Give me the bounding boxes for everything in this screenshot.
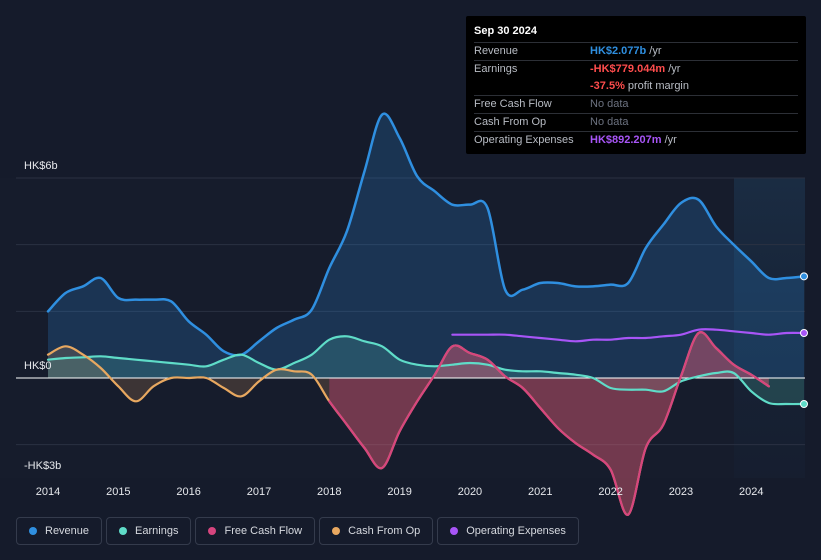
area-cash-from-op <box>48 332 769 515</box>
area-revenue <box>48 113 804 378</box>
chart-legend: Revenue Earnings Free Cash Flow Cash Fro… <box>16 517 579 545</box>
tooltip-value: -37.5% <box>590 80 625 92</box>
x-tick-label: 2015 <box>106 486 130 498</box>
tooltip-row-earnings: Earnings -HK$779.044m/yr <box>474 60 798 78</box>
legend-label: Revenue <box>45 525 90 537</box>
endpoint-revenue <box>800 272 808 281</box>
tooltip-unit: /yr <box>649 45 662 57</box>
y-axis-zero-label: HK$0 <box>24 360 52 372</box>
legend-label: Free Cash Flow <box>224 525 303 537</box>
x-tick-label: 2014 <box>36 486 60 498</box>
series-endpoints <box>800 272 808 408</box>
past-data-shade <box>0 178 734 478</box>
tooltip-label: Cash From Op <box>474 116 547 128</box>
x-tick-label: 2019 <box>387 486 411 498</box>
area-earnings <box>48 336 804 405</box>
x-tick-label: 2021 <box>528 486 552 498</box>
data-tooltip: Sep 30 2024 Revenue HK$2.077b/yr Earning… <box>466 16 806 154</box>
legend-item-cash-from-op[interactable]: Cash From Op <box>319 517 434 545</box>
x-tick-label: 2018 <box>317 486 341 498</box>
tooltip-row-cash-from-op: Cash From Op No data <box>474 113 798 131</box>
tooltip-label: Operating Expenses <box>474 134 574 146</box>
tooltip-value: -HK$779.044m <box>590 63 666 75</box>
tooltip-unit: /yr <box>664 134 677 146</box>
tooltip-date: Sep 30 2024 <box>474 25 537 37</box>
x-axis-ticks: 2014 2015 2016 2017 2018 2019 2020 2021 2022 2023… <box>36 486 764 498</box>
endpoint-operating-expenses <box>800 329 808 337</box>
tooltip-row-margin: -37.5% profit margin <box>474 78 798 95</box>
legend-dot-icon <box>29 527 37 535</box>
tooltip-unit: profit margin <box>627 80 689 92</box>
tooltip-row-operating-expenses: Operating Expenses HK$892.207m/yr <box>474 131 798 149</box>
tooltip-label: Revenue <box>474 45 519 57</box>
x-tick-label: 2024 <box>739 486 763 498</box>
x-tick-label: 2016 <box>176 486 200 498</box>
tooltip-no-data: No data <box>590 116 629 128</box>
forecast-shade <box>734 178 805 478</box>
legend-label: Earnings <box>135 525 179 537</box>
tooltip-label: Earnings <box>474 63 518 75</box>
tooltip-value: HK$892.207m <box>590 134 662 146</box>
x-tick-label: 2022 <box>598 486 622 498</box>
y-axis-top-label: HK$6b <box>24 160 58 172</box>
tooltip-row-free-cash-flow: Free Cash Flow No data <box>474 95 798 113</box>
y-axis-bottom-label: -HK$3b <box>24 460 62 472</box>
x-tick-label: 2023 <box>669 486 693 498</box>
x-tick-label: 2020 <box>458 486 482 498</box>
tooltip-row-revenue: Revenue HK$2.077b/yr <box>474 42 798 60</box>
legend-label: Cash From Op <box>348 525 421 537</box>
x-tick-label: 2017 <box>247 486 271 498</box>
legend-dot-icon <box>332 527 341 535</box>
legend-dot-icon <box>450 527 459 535</box>
tooltip-label: Free Cash Flow <box>474 98 552 110</box>
legend-dot-icon <box>208 527 217 535</box>
endpoint-earnings <box>800 400 808 408</box>
series-lines <box>46 112 806 516</box>
legend-label: Operating Expenses <box>466 525 566 537</box>
grid-lines <box>16 177 805 446</box>
line-revenue <box>46 112 806 357</box>
tooltip-value: HK$2.077b <box>590 45 647 57</box>
legend-item-free-cash-flow[interactable]: Free Cash Flow <box>195 517 316 545</box>
tooltip-no-data: No data <box>590 98 629 110</box>
legend-item-operating-expenses[interactable]: Operating Expenses <box>437 517 579 545</box>
tooltip-label <box>474 78 590 95</box>
legend-item-earnings[interactable]: Earnings <box>106 517 192 545</box>
legend-dot-icon <box>119 527 128 535</box>
tooltip-unit: /yr <box>668 63 681 75</box>
line-free-cash-flow <box>328 331 770 516</box>
legend-item-revenue[interactable]: Revenue <box>16 517 103 545</box>
line-operating-expenses <box>451 328 806 343</box>
